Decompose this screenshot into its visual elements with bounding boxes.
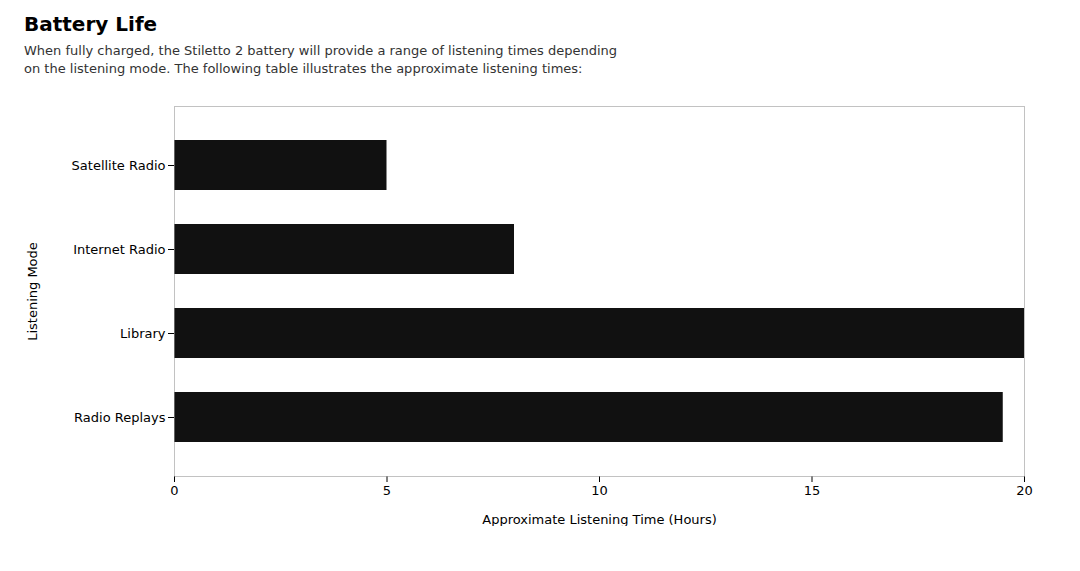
svg-text:Listening Mode: Listening Mode [25,243,40,342]
svg-text:10: 10 [591,483,608,498]
svg-text:Approximate Listening Time (Ho: Approximate Listening Time (Hours) [482,512,717,527]
html-text:When fully charged, the Stilet: When fully charged, the Stiletto 2 batte… [24,43,618,77]
svg-text:Satellite Radio: Satellite Radio [72,158,166,173]
svg-text:Radio Replays: Radio Replays [74,410,166,425]
svg-text:Internet Radio: Internet Radio [73,242,165,257]
html-text:Battery Life: Battery Life [24,12,158,36]
svg-text:15: 15 [804,483,821,498]
svg-text:0: 0 [170,483,178,498]
svg-text:20: 20 [1016,483,1033,498]
svg-text:5: 5 [383,483,391,498]
svg-text:Library: Library [120,326,166,341]
